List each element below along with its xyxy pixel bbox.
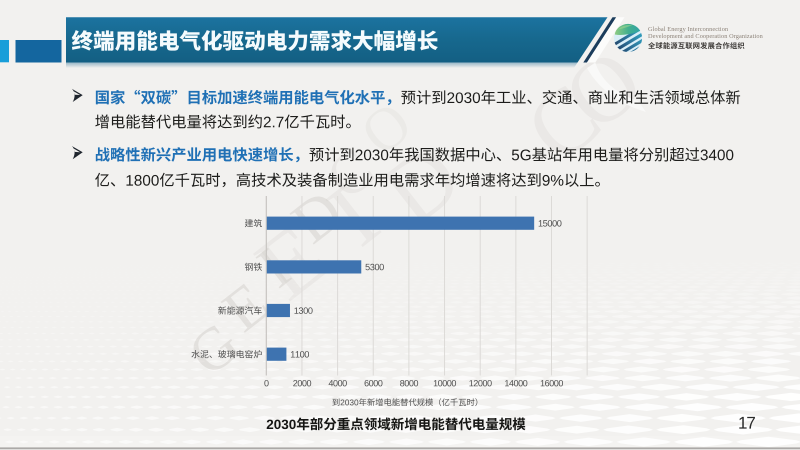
- svg-text:Global Energy Interconnection: Global Energy Interconnection: [648, 26, 729, 33]
- svg-text:Development and Cooperation Or: Development and Cooperation Organization: [648, 33, 764, 40]
